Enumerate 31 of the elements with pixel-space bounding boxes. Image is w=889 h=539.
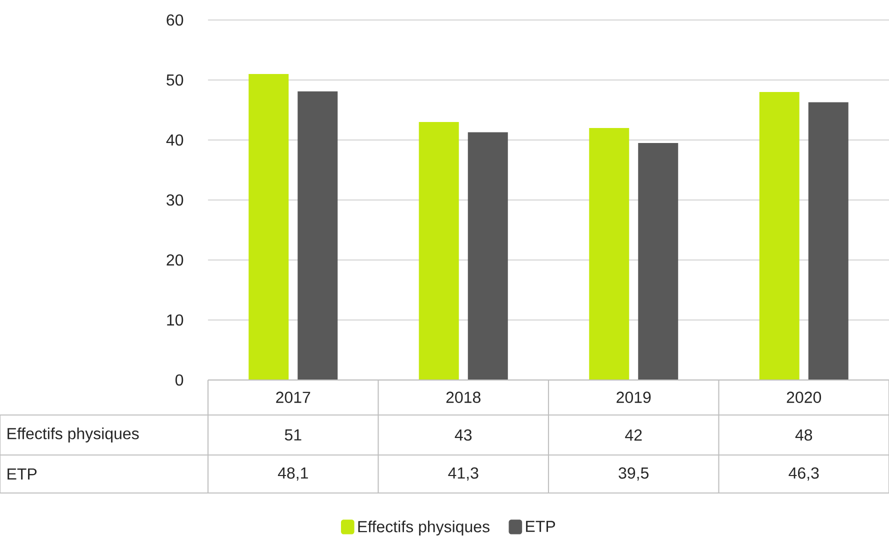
data-label: 48 bbox=[795, 429, 812, 441]
bar bbox=[248, 74, 289, 380]
data-label: 48,1 bbox=[278, 467, 308, 481]
data-label: 39,5 bbox=[618, 467, 649, 481]
text: ETP bbox=[8, 468, 37, 480]
data-label: 41,3 bbox=[448, 467, 478, 481]
bar bbox=[759, 92, 800, 380]
legend-label: Effectifs physiques bbox=[358, 520, 490, 536]
y-tick-label: 50 bbox=[166, 74, 184, 86]
bar bbox=[468, 132, 508, 380]
y-tick-label: 40 bbox=[166, 134, 184, 146]
data-label: 42 bbox=[625, 429, 642, 441]
data-label: 46,3 bbox=[788, 467, 819, 481]
bar bbox=[638, 142, 678, 380]
x-tick-label: 2018 bbox=[446, 392, 480, 403]
y-tick-label: 0 bbox=[175, 374, 184, 386]
data-label: 43 bbox=[454, 429, 472, 441]
bar bbox=[418, 122, 459, 380]
text: Effectifs physiques bbox=[8, 428, 139, 442]
x-tick-label: 2020 bbox=[786, 392, 822, 403]
x-tick-label: 2019 bbox=[616, 392, 651, 403]
bar bbox=[589, 128, 630, 380]
y-tick-label: 10 bbox=[167, 314, 184, 326]
bar bbox=[808, 102, 848, 380]
x-tick-label: 2017 bbox=[276, 392, 310, 403]
legend-label: ETP bbox=[526, 520, 556, 532]
y-tick-label: 20 bbox=[166, 254, 184, 266]
y-tick-label: 60 bbox=[166, 14, 184, 26]
data-label: 51 bbox=[284, 429, 302, 441]
y-tick-label: 30 bbox=[166, 194, 184, 206]
bar bbox=[298, 91, 338, 380]
